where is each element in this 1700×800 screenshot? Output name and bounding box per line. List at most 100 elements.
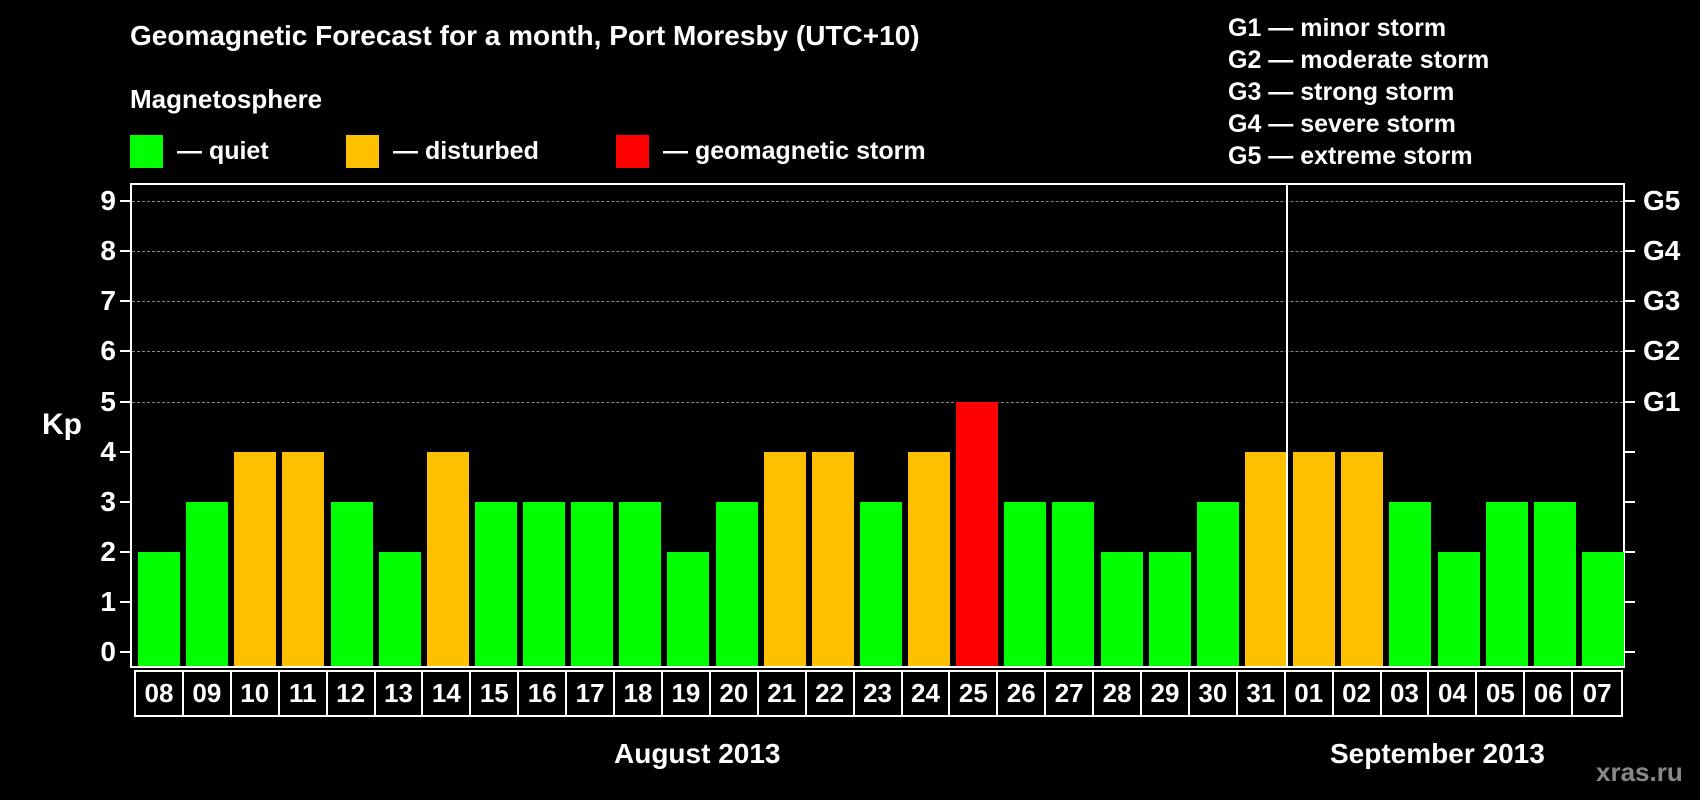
- bar-06: [1533, 501, 1576, 666]
- day-label: 02: [1334, 672, 1382, 715]
- day-label: 08: [136, 672, 184, 715]
- bar-26: [1004, 501, 1047, 666]
- y-tick-right: [1625, 550, 1635, 553]
- day-label: 20: [711, 672, 759, 715]
- y-axis-label: Kp: [42, 408, 82, 441]
- month-separator: [1286, 183, 1288, 668]
- bar-07: [1581, 551, 1624, 666]
- legend-label: — quiet: [177, 136, 269, 165]
- y-tick-label: 4: [100, 435, 116, 467]
- gridline: [132, 351, 1623, 353]
- y-tick: [120, 200, 130, 203]
- bar-28: [1100, 551, 1143, 666]
- bar-13: [378, 551, 421, 666]
- day-label: 09: [184, 672, 232, 715]
- y-tick-label: 8: [100, 235, 116, 267]
- y-tick-right: [1625, 250, 1635, 253]
- legend-label: — disturbed: [393, 136, 539, 165]
- disturbed-swatch-icon: [346, 134, 379, 168]
- bar-15: [474, 501, 517, 666]
- month-label-august: August 2013: [614, 738, 781, 769]
- month-label-september: September 2013: [1330, 738, 1545, 769]
- day-label: 06: [1525, 672, 1574, 715]
- day-labels: 08 09 10 11 12 13 14 15 16 17 18 19 20 21 22 23 24 25 26 27…: [134, 670, 1623, 717]
- day-label: 12: [328, 672, 376, 715]
- day-label: 25: [950, 672, 999, 715]
- day-label: 19: [663, 672, 711, 715]
- bar-27: [1052, 501, 1095, 666]
- legend-label: — geomagnetic storm: [663, 136, 926, 165]
- day-label: 27: [1046, 672, 1095, 715]
- day-label: 22: [807, 672, 855, 715]
- y-tick-right: [1625, 300, 1635, 303]
- g-legend-item: G4 — severe storm: [1228, 110, 1456, 138]
- day-label: 04: [1429, 672, 1478, 715]
- y-tick: [120, 550, 130, 553]
- day-label: 31: [1238, 672, 1286, 715]
- legend-quiet: — quiet: [130, 134, 269, 168]
- g-legend-item: G1 — minor storm: [1228, 14, 1447, 42]
- legend-storm: — geomagnetic storm: [616, 134, 926, 168]
- day-label: 01: [1286, 672, 1334, 715]
- bar-19: [667, 551, 710, 666]
- y-tick-right: [1625, 450, 1635, 453]
- gridline: [132, 301, 1623, 303]
- day-label: 24: [903, 672, 951, 715]
- y-tick: [120, 400, 130, 403]
- bar-04: [1437, 551, 1480, 666]
- bar-29: [1148, 551, 1191, 666]
- bar-18: [619, 501, 662, 666]
- day-label: 07: [1582, 678, 1612, 708]
- bar-25: [956, 401, 999, 666]
- day-label: 05: [1477, 672, 1526, 715]
- bar-05: [1485, 501, 1528, 666]
- bar-22: [811, 451, 854, 666]
- day-label: 18: [615, 672, 663, 715]
- day-label: 29: [1142, 672, 1190, 715]
- day-label: 14: [423, 672, 472, 715]
- legend-heading: Magnetosphere: [130, 84, 323, 114]
- y-tick-label: 9: [100, 185, 116, 217]
- y-tick-label: 7: [100, 285, 116, 317]
- y-tick-label: 1: [100, 585, 116, 617]
- g-scale-label: G1: [1643, 385, 1681, 417]
- g-legend-item: G3 — strong storm: [1228, 78, 1455, 106]
- g-scale-label: G3: [1643, 285, 1681, 317]
- storm-swatch-icon: [616, 134, 649, 168]
- bar-24: [908, 451, 951, 666]
- y-tick: [120, 450, 130, 453]
- y-tick-right: [1625, 600, 1635, 603]
- day-label: 21: [759, 672, 807, 715]
- day-label: 26: [998, 672, 1047, 715]
- bar-17: [571, 501, 614, 666]
- gridline: [132, 401, 1623, 403]
- y-tick-right: [1625, 200, 1635, 203]
- y-tick-right: [1625, 500, 1635, 503]
- bar-02: [1341, 451, 1384, 666]
- bar-11: [282, 451, 325, 666]
- plot-area: [130, 183, 1625, 668]
- bar-03: [1389, 501, 1432, 666]
- day-label: 23: [855, 672, 903, 715]
- y-tick-label: 6: [100, 335, 116, 367]
- y-tick-label: 0: [100, 636, 116, 667]
- bar-14: [426, 451, 469, 666]
- y-tick: [120, 500, 130, 503]
- bar-01: [1293, 451, 1336, 666]
- bar-16: [523, 501, 566, 666]
- y-tick: [120, 250, 130, 253]
- y-tick: [120, 300, 130, 303]
- bar-09: [186, 501, 229, 666]
- y-tick-label: 2: [100, 535, 116, 567]
- bar-31: [1244, 451, 1287, 666]
- bar-10: [234, 451, 277, 666]
- day-label: 11: [280, 672, 328, 715]
- quiet-swatch-icon: [130, 134, 163, 168]
- day-label: 10: [232, 672, 280, 715]
- g-legend-item: G5 — extreme storm: [1228, 142, 1473, 170]
- gridline: [132, 201, 1623, 203]
- day-label: 03: [1382, 672, 1430, 715]
- g-legend-item: G2 — moderate storm: [1228, 46, 1490, 74]
- gridline: [132, 251, 1623, 253]
- g-scale-legend: G1 — minor storm G2 — moderate storm G3 …: [1228, 12, 1489, 172]
